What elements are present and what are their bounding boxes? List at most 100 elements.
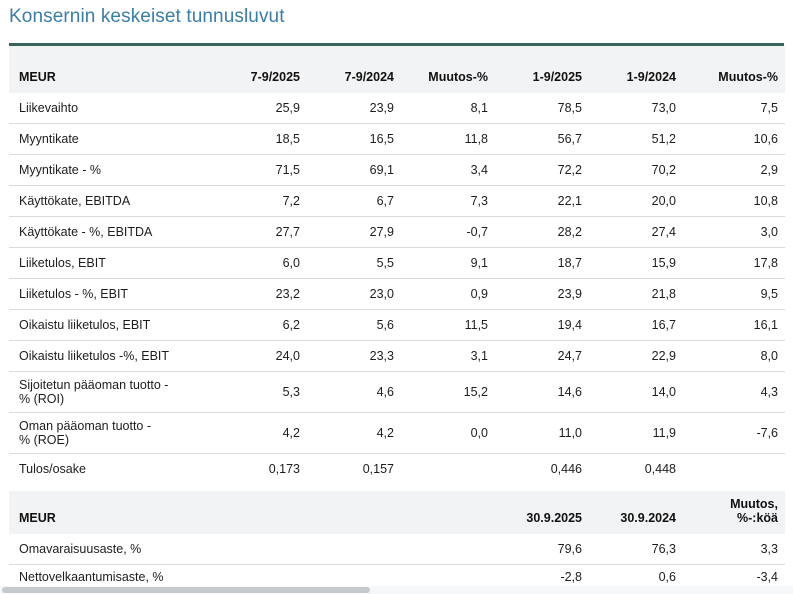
table-row: Liiketulos, EBIT 6,0 5,5 9,1 18,7 15,9 17,8 bbox=[9, 247, 785, 279]
row-label: Myyntikate - % bbox=[9, 154, 222, 186]
cell-value: 9,5 bbox=[692, 278, 785, 310]
cell-value: 5,3 bbox=[222, 371, 316, 413]
column-header: 30.9.2024 bbox=[598, 491, 692, 534]
cell-value: 23,9 bbox=[504, 278, 598, 310]
column-header bbox=[410, 491, 504, 534]
cell-value: 6,7 bbox=[316, 185, 410, 217]
cell-value: 79,6 bbox=[504, 534, 598, 565]
cell-value: 72,2 bbox=[504, 154, 598, 186]
unit-column-header: MEUR bbox=[9, 491, 222, 534]
cell-value: 4,6 bbox=[316, 371, 410, 413]
cell-value: 7,3 bbox=[410, 185, 504, 217]
cell-value: 20,0 bbox=[598, 185, 692, 217]
cell-value: 0,173 bbox=[268, 462, 300, 476]
cell-value: 3,1 bbox=[410, 340, 504, 372]
cell-value: 0,157 bbox=[362, 462, 394, 476]
cell-value: 10,8 bbox=[692, 185, 785, 217]
cell-value: 10,6 bbox=[692, 123, 785, 155]
cell-value bbox=[316, 534, 410, 565]
cell-value: 6,2 bbox=[222, 309, 316, 341]
cell-value: 3,3 bbox=[692, 534, 785, 565]
balance-table-header-row: MEUR 30.9.2025 30.9.2024 Muutos, %-:köä bbox=[9, 491, 785, 534]
table-row: Liikevaihto 25,9 23,9 8,1 78,5 73,0 7,5 bbox=[9, 93, 785, 124]
report-page: Konsernin keskeiset tunnusluvut MEUR 7-9/… bbox=[0, 5, 793, 594]
cell-value: 69,1 bbox=[316, 154, 410, 186]
income-table-header-row: MEUR 7-9/2025 7-9/2024 Muutos-% 1-9/2025 1-9/… bbox=[9, 46, 785, 93]
cell-value: 56,7 bbox=[504, 123, 598, 155]
row-label: Omavaraisuusaste, % bbox=[9, 534, 222, 565]
cell-value: 73,0 bbox=[598, 93, 692, 124]
column-header: 30.9.2025 bbox=[504, 491, 598, 534]
column-header: 1-9/2024 bbox=[598, 46, 692, 93]
cell-value: 0,9 bbox=[410, 278, 504, 310]
balance-key-figures-table: MEUR 30.9.2025 30.9.2024 Muutos, %-:köä Oma… bbox=[9, 491, 785, 594]
table-row: Käyttökate, EBITDA 7,2 6,7 7,3 22,1 20,0 10,8 bbox=[9, 185, 785, 217]
key-figures-section: MEUR 7-9/2025 7-9/2024 Muutos-% 1-9/2025 1-9/… bbox=[9, 43, 785, 594]
cell-value: 4,2 bbox=[316, 412, 410, 454]
cell-value: 23,2 bbox=[222, 278, 316, 310]
cell-value: 23,3 bbox=[316, 340, 410, 372]
cell-value: 15,2 bbox=[410, 371, 504, 413]
cell-value: 51,2 bbox=[598, 123, 692, 155]
cell-value: 0,446 bbox=[550, 462, 582, 476]
page-title: Konsernin keskeiset tunnusluvut bbox=[9, 6, 285, 27]
row-label: Tulos/osake bbox=[19, 462, 86, 476]
table-row: Myyntikate - % 71,5 69,1 3,4 72,2 70,2 2,9 bbox=[9, 154, 785, 186]
cell-value: 11,8 bbox=[410, 123, 504, 155]
cell-value: 18,7 bbox=[504, 247, 598, 279]
cell-value: 0,0 bbox=[410, 412, 504, 454]
horizontal-scrollbar[interactable] bbox=[0, 586, 793, 594]
cell-value bbox=[222, 534, 316, 565]
column-header: 7-9/2025 bbox=[222, 46, 316, 93]
cell-value: 19,4 bbox=[504, 309, 598, 341]
table-top-rule bbox=[9, 43, 784, 46]
cell-value: 11,9 bbox=[598, 412, 692, 454]
cell-value: 22,9 bbox=[598, 340, 692, 372]
row-label: Liiketulos - %, EBIT bbox=[9, 278, 222, 310]
column-header: 1-9/2025 bbox=[504, 46, 598, 93]
cell-value: 6,0 bbox=[222, 247, 316, 279]
row-label: Käyttökate, EBITDA bbox=[9, 185, 222, 217]
row-label: Oikaistu liiketulos -%, EBIT bbox=[9, 340, 222, 372]
table-row: Myyntikate 18,5 16,5 11,8 56,7 51,2 10,6 bbox=[9, 123, 785, 155]
cell-value: 25,9 bbox=[222, 93, 316, 124]
row-label: Myyntikate bbox=[9, 123, 222, 155]
cell-value: 24,7 bbox=[504, 340, 598, 372]
cell-value: 5,6 bbox=[316, 309, 410, 341]
table-row: Oikaistu liiketulos -%, EBIT 24,0 23,3 3,1 2… bbox=[9, 340, 785, 372]
column-header bbox=[222, 491, 316, 534]
cell-value bbox=[410, 454, 504, 485]
cell-value: 11,0 bbox=[504, 412, 598, 454]
cell-value: 21,8 bbox=[598, 278, 692, 310]
cell-value: 16,7 bbox=[598, 309, 692, 341]
cell-value bbox=[692, 454, 785, 485]
column-header: Muutos, %-:köä bbox=[692, 491, 785, 534]
row-label: Oikaistu liiketulos, EBIT bbox=[9, 309, 222, 341]
cell-value: 8,0 bbox=[692, 340, 785, 372]
cell-value: 4,2 bbox=[222, 412, 316, 454]
cell-value: 27,9 bbox=[316, 216, 410, 248]
cell-value: 9,1 bbox=[410, 247, 504, 279]
cell-value: 16,5 bbox=[316, 123, 410, 155]
cell-value: 15,9 bbox=[598, 247, 692, 279]
row-label: Liikevaihto bbox=[9, 93, 222, 124]
table-row: Sijoitetun pääoman tuotto - % (ROI) 5,3 4,… bbox=[9, 371, 785, 413]
row-label: Sijoitetun pääoman tuotto - % (ROI) bbox=[9, 371, 222, 413]
cell-value: 3,0 bbox=[692, 216, 785, 248]
cell-value: 7,2 bbox=[222, 185, 316, 217]
cell-value: 5,5 bbox=[316, 247, 410, 279]
cell-value: 16,1 bbox=[692, 309, 785, 341]
cell-value: 2,9 bbox=[692, 154, 785, 186]
cell-value: 28,2 bbox=[504, 216, 598, 248]
cell-value: -0,7 bbox=[410, 216, 504, 248]
income-key-figures-table: MEUR 7-9/2025 7-9/2024 Muutos-% 1-9/2025 1-9/… bbox=[9, 46, 785, 484]
cell-value: 27,4 bbox=[598, 216, 692, 248]
unit-column-header: MEUR bbox=[9, 46, 222, 93]
cell-value: 17,8 bbox=[692, 247, 785, 279]
cell-value: 23,0 bbox=[316, 278, 410, 310]
cell-value: 22,1 bbox=[504, 185, 598, 217]
table-row: Käyttökate - %, EBITDA 27,7 27,9 -0,7 28,2 27… bbox=[9, 216, 785, 248]
scrollbar-thumb[interactable] bbox=[2, 587, 370, 593]
cell-value: 8,1 bbox=[410, 93, 504, 124]
table-row: Oman pääoman tuotto - % (ROE) 4,2 4,2 0,0 11… bbox=[9, 412, 785, 454]
